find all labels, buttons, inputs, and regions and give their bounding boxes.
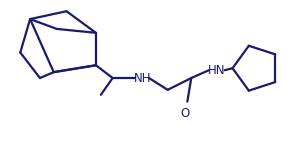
Text: O: O — [181, 107, 190, 120]
Text: NH: NH — [134, 72, 151, 84]
Text: HN: HN — [208, 64, 226, 77]
